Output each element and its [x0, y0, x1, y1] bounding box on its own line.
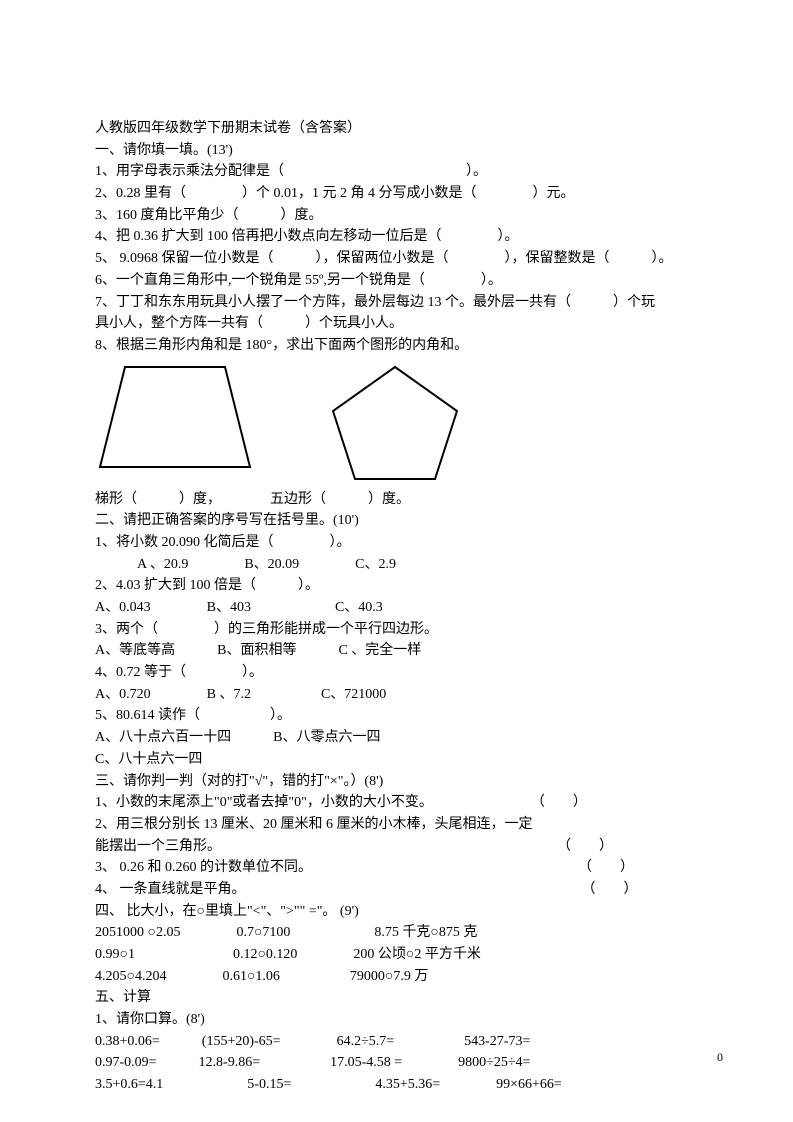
pentagon-icon — [325, 359, 465, 487]
s3-q1: 1、小数的末尾添上"0"或者去掉"0"，小数的大小不变。 （ ） — [95, 792, 700, 814]
s2-q4-options: A、0.720 B 、7.2 C、721000 — [95, 684, 700, 706]
s5-row1: 0.38+0.06= (155+20)-65= 64.2÷5.7= 543-27… — [95, 1031, 700, 1053]
section-2-heading: 二、请把正确答案的序号写在括号里。(10') — [95, 510, 700, 532]
s1-q8: 8、根据三角形内角和是 180°，求出下面两个图形的内角和。 — [95, 335, 700, 357]
s1-q1: 1、用字母表示乘法分配律是（ ）。 — [95, 161, 700, 183]
section-4-heading: 四、 比大小，在○里填上"<"、">"" ="。 (9') — [95, 901, 700, 923]
s2-q1-options: A 、20.9 B、20.09 C、2.9 — [95, 554, 700, 576]
s1-q5: 5、 9.0968 保留一位小数是（ ），保留两位小数是（ ），保留整数是（ ）… — [95, 248, 700, 270]
s3-q4: 4、 一条直线就是平角。 （ ） — [95, 879, 700, 901]
s5-sub: 1、请你口算。(8') — [95, 1009, 700, 1031]
s4-row1: 2051000 ○2.05 0.7○7100 8.75 千克○875 克 — [95, 922, 700, 944]
s2-q5-options-2: C、八十点六一四 — [95, 749, 700, 771]
s2-q2: 2、4.03 扩大到 100 倍是（ ）。 — [95, 575, 700, 597]
s1-q2: 2、0.28 里有（ ）个 0.01，1 元 2 角 4 分写成小数是（ ）元。 — [95, 183, 700, 205]
shape-labels: 梯形（ ）度， 五边形（ ）度。 — [95, 489, 700, 511]
s2-q1: 1、将小数 20.090 化简后是（ ）。 — [95, 532, 700, 554]
s1-q4: 4、把 0.36 扩大到 100 倍再把小数点向左移动一位后是（ ）。 — [95, 226, 700, 248]
s1-q3: 3、160 度角比平角少（ ）度。 — [95, 205, 700, 227]
s2-q3-options: A、等底等高 B、面积相等 C 、完全一样 — [95, 640, 700, 662]
s3-q3: 3、 0.26 和 0.260 的计数单位不同。 （ ） — [95, 857, 700, 879]
s5-row2: 0.97-0.09= 12.8-9.86= 17.05-4.58 = 9800÷… — [95, 1052, 700, 1074]
s3-q2-line1: 2、用三根分别长 13 厘米、20 厘米和 6 厘米的小木棒，头尾相连，一定 — [95, 814, 700, 836]
page-number: 0 — [717, 1048, 723, 1067]
s1-q7-line2: 具小人，整个方阵一共有（ ）个玩具小人。 — [95, 313, 700, 335]
s2-q5: 5、80.614 读作（ ）。 — [95, 705, 700, 727]
s2-q5-options-1: A、八十点六百一十四 B、八零点六一四 — [95, 727, 700, 749]
section-1-heading: 一、请你填一填。(13') — [95, 140, 700, 162]
s4-row2: 0.99○1 0.12○0.120 200 公顷○2 平方千米 — [95, 944, 700, 966]
s1-q7-line1: 7、丁丁和东东用玩具小人摆了一个方阵，最外层每边 13 个。最外层一共有（ ）个… — [95, 292, 700, 314]
s2-q2-options: A、0.043 B、403 C、40.3 — [95, 597, 700, 619]
s2-q4: 4、0.72 等于（ ）。 — [95, 662, 700, 684]
section-5-heading: 五、计算 — [95, 987, 700, 1009]
section-3-heading: 三、请你判一判（对的打"√"，错的打"×"。）(8') — [95, 771, 700, 793]
s3-q2-line2: 能摆出一个三角形。 （ ） — [95, 836, 700, 858]
s5-row3: 3.5+0.6=4.1 5-0.15= 4.35+5.36= 99×66+66= — [95, 1074, 700, 1096]
shapes-row — [95, 359, 700, 487]
doc-title: 人教版四年级数学下册期末试卷（含答案） — [95, 118, 700, 140]
s1-q6: 6、一个直角三角形中,一个锐角是 55º,另一个锐角是（ ）。 — [95, 270, 700, 292]
s4-row3: 4.205○4.204 0.61○1.06 79000○7.9 万 — [95, 966, 700, 988]
s2-q3: 3、两个（ ）的三角形能拼成一个平行四边形。 — [95, 619, 700, 641]
trapezoid-icon — [95, 359, 255, 474]
